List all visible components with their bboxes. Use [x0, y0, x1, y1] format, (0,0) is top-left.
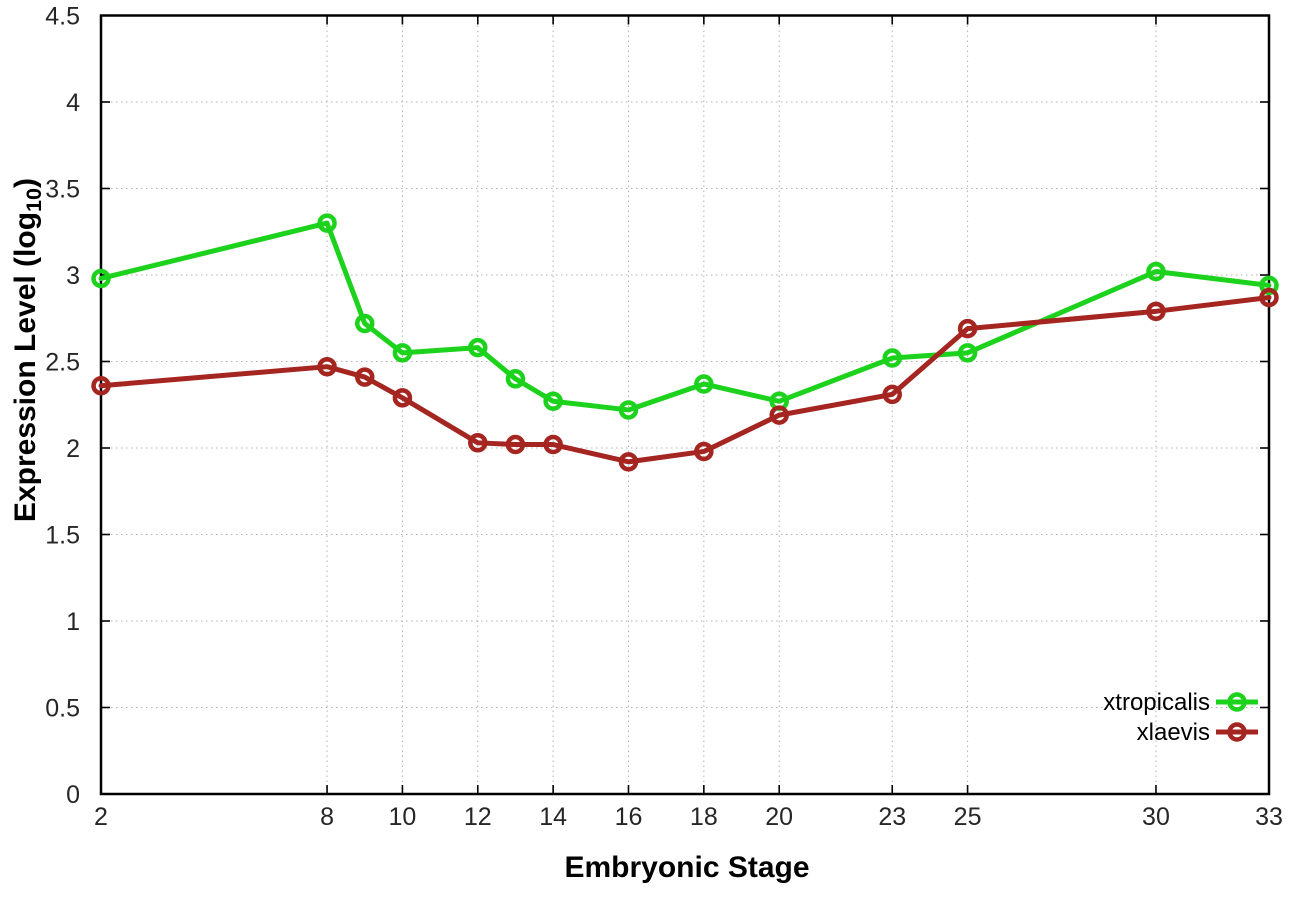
- svg-text:1.5: 1.5: [45, 522, 80, 550]
- data-point-marker: [957, 343, 978, 363]
- svg-text:18: 18: [690, 803, 718, 831]
- svg-text:2.5: 2.5: [45, 349, 80, 377]
- data-point-marker: [694, 441, 714, 462]
- x-tick-labels: 2 8 10 12 14 16 18 20 23 25 30 33: [94, 803, 1283, 831]
- data-point-marker: [505, 369, 526, 389]
- axis-ticks: [100, 14, 1270, 795]
- data-point-marker: [91, 268, 111, 289]
- series-xtropicalis: [91, 213, 1279, 420]
- data-point-marker: [317, 356, 337, 377]
- data-point-marker: [543, 391, 563, 412]
- data-point-marker: [618, 452, 639, 472]
- svg-text:10: 10: [389, 803, 417, 831]
- svg-text:2: 2: [66, 435, 80, 463]
- data-point-marker: [505, 434, 526, 455]
- legend-marker-samples: [1216, 692, 1258, 742]
- y-tick-labels: 0 0.5 1 1.5 2 2.5 3 3.5 4 4.5: [45, 3, 80, 810]
- legend-label-xlaevis: xlaevis: [1136, 719, 1210, 746]
- data-point-marker: [317, 213, 337, 233]
- data-point-marker: [882, 348, 902, 368]
- svg-text:0: 0: [66, 781, 80, 809]
- data-point-marker: [1259, 275, 1279, 296]
- svg-text:4: 4: [66, 89, 80, 117]
- data-point-marker: [354, 367, 375, 387]
- data-point-marker: [543, 434, 563, 455]
- data-point-marker: [91, 375, 111, 396]
- y-axis-label-text: Expression Level (log: [8, 211, 42, 523]
- series-line-xlaevis: [98, 294, 1272, 465]
- svg-text:12: 12: [464, 803, 492, 831]
- legend-label-xtropicalis: xtropicalis: [1103, 689, 1210, 716]
- legend-marker-xlaevis: [1227, 722, 1247, 742]
- svg-text:14: 14: [539, 803, 567, 831]
- legend-marker-xtropicalis: [1227, 692, 1247, 712]
- svg-text:1: 1: [66, 608, 80, 636]
- data-point-marker: [882, 384, 902, 405]
- svg-text:25: 25: [954, 803, 982, 831]
- data-point-marker: [694, 374, 714, 394]
- svg-text:33: 33: [1255, 803, 1283, 831]
- series-xlaevis: [91, 287, 1279, 472]
- data-point-marker: [392, 343, 413, 363]
- y-axis-label: Expression Level (log10): [9, 178, 47, 522]
- svg-text:20: 20: [765, 803, 793, 831]
- data-point-marker: [1259, 287, 1279, 308]
- y-axis-label-subscript: 10: [21, 187, 47, 212]
- svg-text:30: 30: [1142, 803, 1170, 831]
- svg-text:3.5: 3.5: [45, 176, 80, 204]
- data-point-marker: [769, 405, 789, 425]
- grid-lines: [101, 15, 1269, 794]
- svg-text:0.5: 0.5: [45, 695, 80, 723]
- svg-text:23: 23: [878, 803, 906, 831]
- data-point-marker: [957, 318, 978, 339]
- data-point-marker: [1146, 301, 1166, 322]
- y-axis-label-close: ): [8, 177, 42, 188]
- data-point-marker: [392, 388, 413, 408]
- svg-text:2: 2: [94, 803, 108, 831]
- data-point-marker: [468, 433, 488, 453]
- data-point-marker: [1146, 261, 1166, 282]
- svg-text:8: 8: [320, 803, 334, 831]
- x-axis-label: Embryonic Stage: [564, 851, 810, 884]
- data-point-marker: [468, 337, 488, 358]
- data-point-marker: [618, 400, 639, 420]
- svg-text:4.5: 4.5: [45, 3, 80, 31]
- data-point-marker: [354, 313, 375, 334]
- svg-text:3: 3: [66, 262, 80, 290]
- svg-text:16: 16: [615, 803, 643, 831]
- plot-border: [99, 14, 1271, 796]
